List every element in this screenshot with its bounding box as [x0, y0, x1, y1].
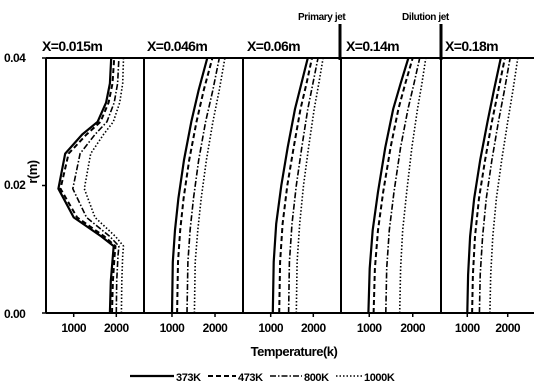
y-axis-label: r(m) — [25, 160, 40, 183]
panel-title-2: X=0.046m — [147, 38, 207, 54]
series-line-473k-panel3 — [278, 57, 313, 314]
y-tick-label-bottom: 0.00 — [4, 307, 26, 321]
x-tick-label-panel1-2: 2000 — [104, 321, 130, 335]
series-line-800k-panel5 — [478, 57, 511, 314]
legend-label-1000k: 1000K — [364, 372, 395, 384]
series-line-473k-panel5 — [471, 57, 506, 314]
legend-label-800k: 800K — [304, 372, 329, 384]
x-tick-label-panel3-1: 1000 — [258, 321, 284, 335]
series-line-1000k-panel1 — [83, 57, 125, 314]
series-line-1000k-panel3 — [295, 57, 324, 314]
panels-area: 1000 2000 1000 2000 1000 2000 1000 2000 1000 2000 — [42, 57, 534, 335]
series-line-1000k-panel4 — [398, 57, 427, 314]
series-line-800k-panel1 — [72, 57, 120, 314]
x-tick-label-panel2-1: 1000 — [160, 321, 186, 335]
series-line-373k-panel3 — [271, 57, 309, 314]
y-tick-label-middle: 0.02 — [4, 178, 26, 192]
legend-label-473k: 473K — [238, 372, 263, 384]
annotation-primary-jet: Primary jet — [298, 12, 346, 23]
series-line-473k-panel1 — [59, 57, 117, 314]
x-axis-label: Temperature(k) — [251, 344, 338, 359]
series-line-373k-panel4 — [367, 57, 410, 314]
series-line-1000k-panel5 — [489, 57, 519, 314]
legend-label-373k: 373K — [176, 372, 201, 384]
x-tick-label-panel4-2: 2000 — [400, 321, 426, 335]
series-line-373k-panel1 — [57, 57, 115, 314]
series-line-800k-panel3 — [287, 57, 319, 314]
y-tick-label-top: 0.04 — [4, 51, 26, 65]
x-tick-label-panel5-2: 2000 — [495, 321, 521, 335]
x-tick-label-panel5-1: 1000 — [455, 321, 481, 335]
series-line-1000k-panel2 — [193, 57, 226, 314]
series-line-800k-panel2 — [186, 57, 221, 314]
panel-title-5: X=0.18m — [445, 38, 498, 54]
panel-title-1: X=0.015m — [42, 38, 102, 54]
panel-title-3: X=0.06m — [247, 38, 300, 54]
x-tick-label-panel4-1: 1000 — [357, 321, 383, 335]
series-line-473k-panel4 — [372, 57, 414, 314]
x-tick-label-panel3-2: 2000 — [301, 321, 327, 335]
series-line-373k-panel5 — [466, 57, 502, 314]
annotation-dilution-jet: Dilution jet — [402, 12, 450, 23]
x-tick-label-panel1-1: 1000 — [61, 321, 87, 335]
x-tick-label-panel2-2: 2000 — [203, 321, 229, 335]
panel-title-4: X=0.14m — [346, 38, 399, 54]
legend: 373K 473K 800K 1000K — [130, 372, 395, 384]
series-line-473k-panel2 — [176, 57, 214, 314]
series-line-800k-panel4 — [385, 57, 421, 314]
series-line-373k-panel2 — [170, 57, 209, 314]
